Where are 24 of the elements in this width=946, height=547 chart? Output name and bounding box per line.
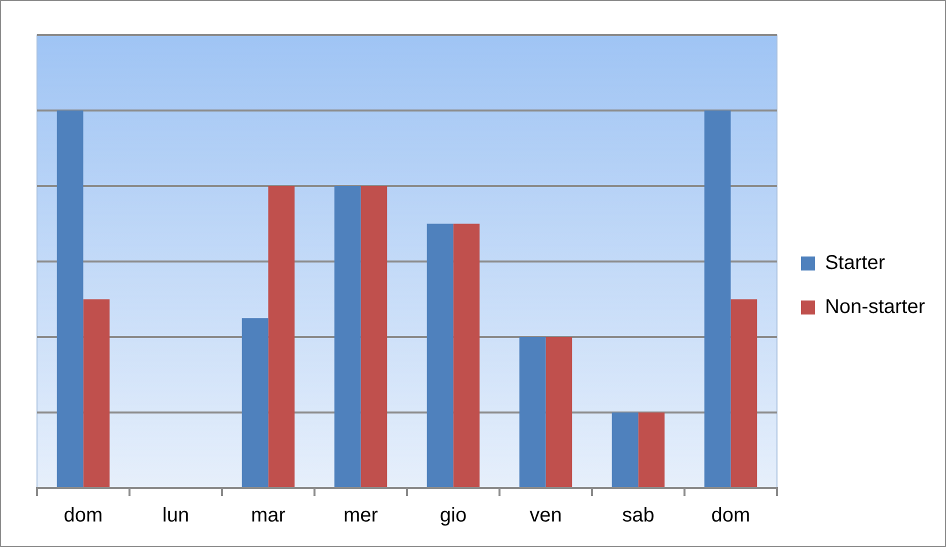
bar [519, 337, 546, 487]
x-tick-label: sab [622, 504, 654, 527]
bar [453, 224, 480, 487]
legend-label: Non-starter [824, 296, 926, 318]
x-tick-label: ven [530, 504, 562, 527]
x-tick-label: mer [344, 504, 378, 527]
bar [546, 337, 572, 487]
x-tick-label: mar [251, 504, 286, 527]
bar [242, 318, 268, 487]
bar [704, 110, 731, 487]
legend-label: Starter [824, 252, 886, 274]
bar [612, 412, 638, 487]
bar [334, 186, 361, 487]
bar [638, 412, 665, 487]
bar [426, 224, 454, 487]
x-tick-label: gio [440, 504, 467, 527]
x-tick-label: dom [711, 504, 750, 527]
x-tick-label: lun [162, 504, 190, 527]
bar [730, 299, 758, 487]
bar [268, 186, 295, 487]
bar [83, 299, 110, 487]
bar [56, 110, 84, 487]
x-tick-label: dom [64, 504, 103, 527]
bar [360, 186, 388, 487]
